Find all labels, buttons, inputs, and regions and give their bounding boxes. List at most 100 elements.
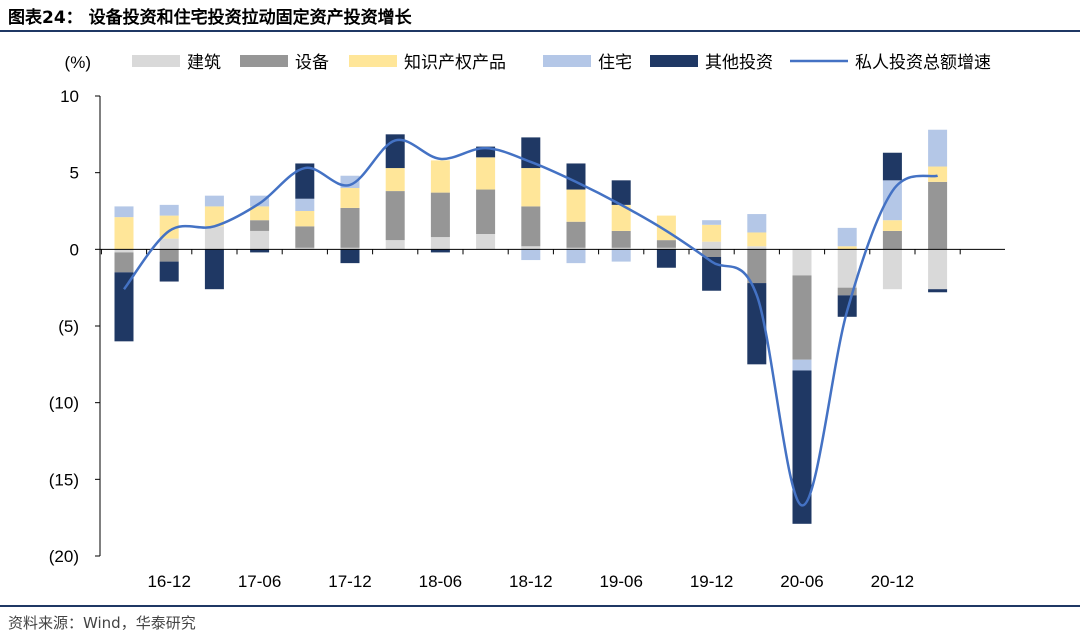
x-tick-label: 18-06 (419, 572, 462, 591)
x-tick-label: 17-12 (328, 572, 371, 591)
legend-swatch-residential (543, 55, 591, 67)
bar-equipment (656, 240, 676, 248)
legend-label-residential: 住宅 (598, 53, 632, 72)
bar-ip-products (882, 220, 902, 231)
bar-equipment (792, 275, 812, 360)
bar-construction (882, 249, 902, 290)
bar-construction (159, 238, 179, 250)
bar-construction (702, 241, 722, 250)
x-tick-label: 18-12 (509, 572, 552, 591)
bar-equipment (295, 226, 315, 248)
x-tick-label: 19-12 (690, 572, 733, 591)
bar-residential (295, 198, 315, 211)
bar-ip-products (928, 166, 948, 182)
bar-construction (295, 247, 315, 250)
bar-other-investment (837, 295, 857, 317)
x-tick-label: 20-06 (780, 572, 823, 591)
bar-equipment (114, 252, 134, 273)
legend-swatch-equipment (240, 55, 288, 67)
bar-residential (250, 195, 270, 207)
bar-construction (566, 247, 586, 250)
bar-construction (611, 247, 631, 250)
bar-construction (747, 246, 767, 250)
bar-ip-products (295, 211, 315, 227)
bar-other-investment (340, 249, 360, 264)
bar-ip-products (204, 206, 224, 227)
legend-label-private-investment-growth: 私人投资总额增速 (855, 53, 991, 72)
y-tick-label: 10 (60, 87, 79, 106)
bar-other-investment (882, 152, 902, 181)
source-note: 资料来源：Wind，华泰研究 (8, 614, 196, 632)
bar-equipment (747, 249, 767, 284)
bar-ip-products (159, 215, 179, 239)
x-tick-label: 16-12 (147, 572, 190, 591)
bar-ip-products (476, 157, 496, 190)
bar-other-investment (747, 283, 767, 365)
legend-label-ip-products: 知识产权产品 (404, 53, 506, 72)
bars (114, 129, 948, 524)
bar-equipment (385, 191, 405, 241)
bar-construction (114, 249, 134, 253)
y-unit-label: (%) (65, 53, 91, 72)
bar-residential (837, 227, 857, 247)
bar-ip-products (702, 224, 722, 242)
x-tick-label: 20-12 (871, 572, 914, 591)
bar-other-investment (430, 249, 450, 253)
bar-other-investment (792, 370, 812, 524)
bar-equipment (837, 287, 857, 296)
legend-label-other-investment: 其他投资 (705, 53, 773, 72)
bar-construction (792, 249, 812, 276)
source-rule (0, 605, 1080, 607)
bar-other-investment (250, 249, 270, 253)
bar-residential (159, 204, 179, 216)
x-tick-label: 19-06 (599, 572, 642, 591)
growth-line (123, 138, 938, 507)
bar-residential (204, 195, 224, 207)
bar-construction (385, 240, 405, 250)
bar-equipment (250, 220, 270, 231)
line-private-investment-growth (123, 138, 938, 507)
chart: 建筑 设备 知识产权产品 住宅 其他投资 私人投资总额增速 (%) 10 5 0 (5) (10)… (49, 53, 1005, 591)
bar-construction (928, 249, 948, 290)
bar-construction (521, 246, 541, 250)
bar-other-investment (656, 249, 676, 268)
legend-swatch-construction (132, 55, 180, 67)
bar-construction (430, 237, 450, 250)
axes: 10 5 0 (5) (10) (15) (20) 16-12 17-06 17-12 18-06 1… (49, 87, 1005, 591)
bar-other-investment (476, 146, 496, 158)
bar-residential (702, 220, 722, 225)
bar-construction (837, 249, 857, 288)
bar-ip-products (430, 160, 450, 193)
y-tick-label: (10) (49, 394, 79, 413)
legend-swatch-other-investment (650, 55, 698, 67)
legend-label-construction: 建筑 (187, 53, 221, 72)
bar-equipment (476, 189, 496, 234)
bar-ip-products (566, 189, 586, 222)
bar-residential (747, 214, 767, 233)
bar-equipment (340, 207, 360, 248)
bar-residential (114, 206, 134, 218)
bar-other-investment (114, 272, 134, 342)
bar-equipment (928, 181, 948, 250)
bar-construction (250, 230, 270, 250)
y-tick-label: (15) (49, 470, 79, 489)
bar-ip-products (611, 204, 631, 231)
bar-residential (611, 249, 631, 262)
legend-label-equipment: 设备 (295, 53, 329, 72)
bar-residential (566, 249, 586, 264)
bar-construction (204, 226, 224, 250)
y-tick-label: 5 (70, 164, 79, 183)
y-tick-label: 0 (70, 240, 79, 259)
bar-residential (792, 359, 812, 371)
bar-other-investment (928, 289, 948, 293)
bar-ip-products (114, 217, 134, 250)
bar-equipment (702, 249, 722, 257)
bar-residential (882, 180, 902, 221)
bar-equipment (611, 230, 631, 248)
bar-ip-products (385, 168, 405, 192)
bar-other-investment (204, 249, 224, 290)
y-tick-label: (20) (49, 547, 79, 566)
bar-ip-products (340, 188, 360, 208)
bar-residential (521, 249, 541, 261)
bar-equipment (430, 192, 450, 238)
